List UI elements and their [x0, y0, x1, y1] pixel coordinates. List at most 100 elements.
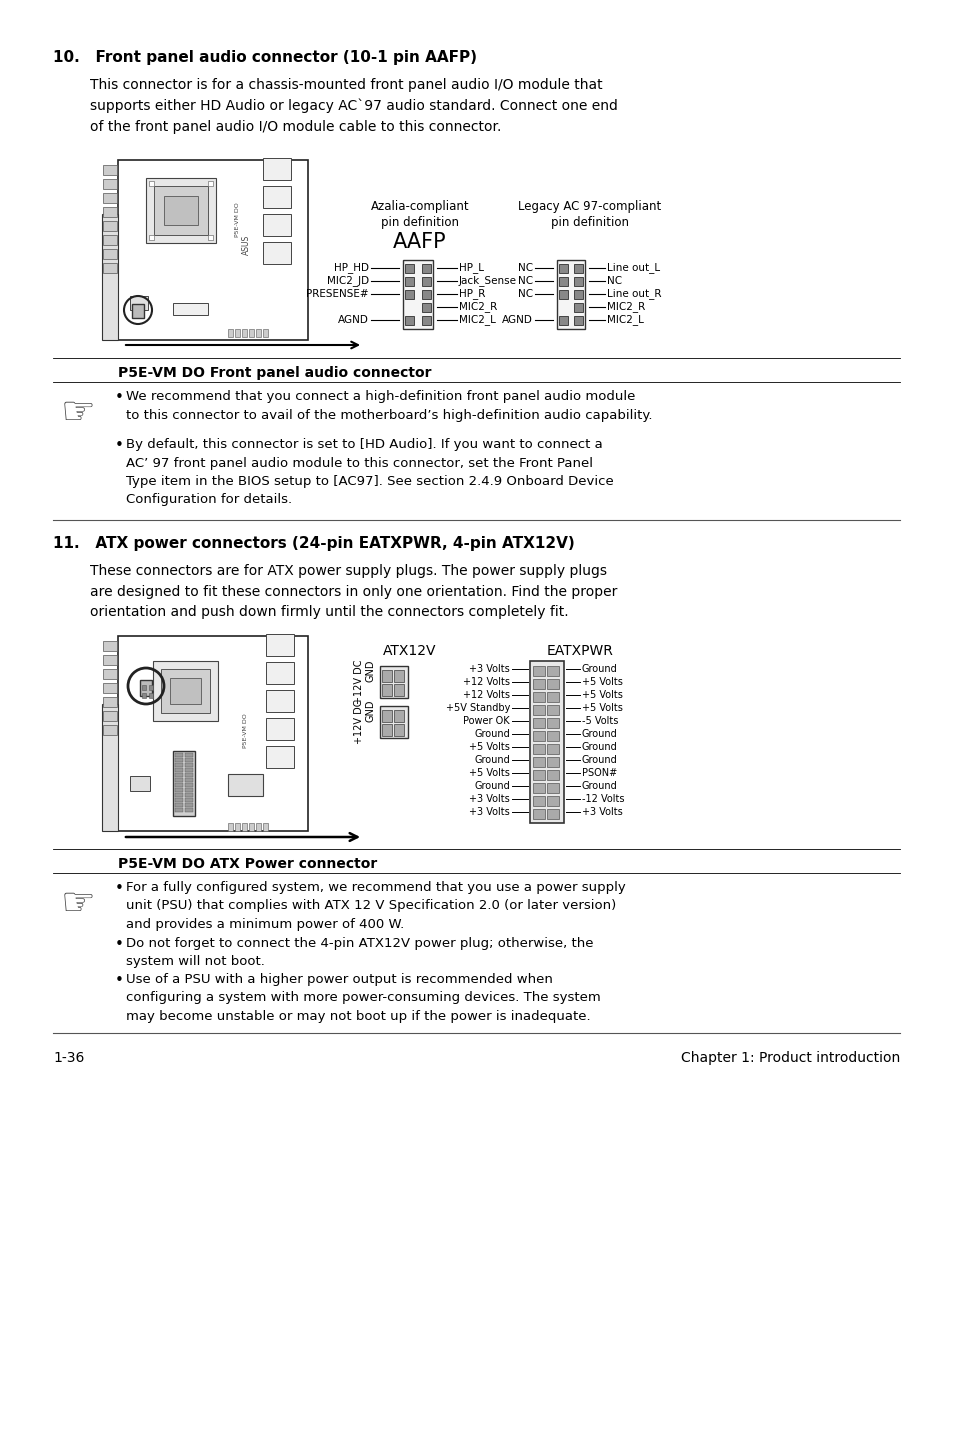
Bar [533, 731, 544, 741]
Bar [130, 777, 150, 791]
Bar [574, 290, 582, 299]
Bar [170, 677, 201, 705]
Text: +12 Volts: +12 Volts [462, 690, 510, 700]
Bar [174, 778, 183, 782]
Bar [381, 723, 392, 736]
Text: ☞: ☞ [60, 394, 95, 431]
Bar [379, 666, 408, 697]
Text: NC: NC [517, 289, 533, 299]
Text: +12 Volts: +12 Volts [462, 677, 510, 687]
Text: Use of a PSU with a higher power output is recommended when
configuring a system: Use of a PSU with a higher power output … [126, 974, 600, 1022]
Bar [234, 329, 240, 336]
Bar [174, 774, 183, 777]
Bar [533, 718, 544, 728]
Bar [405, 316, 414, 325]
Bar [185, 808, 193, 812]
Text: +3 Volts: +3 Volts [469, 664, 510, 674]
Bar [149, 234, 153, 240]
Bar [546, 810, 558, 820]
Bar [546, 731, 558, 741]
Bar [208, 181, 213, 186]
Text: Ground: Ground [474, 781, 510, 791]
Bar [142, 693, 146, 697]
Bar [263, 158, 291, 180]
Text: HP_HD: HP_HD [334, 263, 369, 273]
Text: •: • [115, 439, 124, 453]
Bar [102, 705, 118, 831]
Text: MIC2_R: MIC2_R [606, 302, 644, 312]
Text: These connectors are for ATX power supply plugs. The power supply plugs
are desi: These connectors are for ATX power suppl… [90, 564, 617, 620]
Bar [379, 706, 408, 738]
Bar [266, 746, 294, 768]
Text: PSON#: PSON# [581, 768, 617, 778]
Bar [118, 160, 308, 339]
Text: NC: NC [517, 263, 533, 273]
Bar [546, 666, 558, 676]
Text: pin definition: pin definition [551, 216, 628, 229]
Bar [174, 764, 183, 766]
Bar [381, 670, 392, 682]
Bar [421, 278, 431, 286]
Text: +5 Volts: +5 Volts [581, 703, 622, 713]
Bar [164, 196, 198, 224]
Bar [405, 290, 414, 299]
Bar [185, 764, 193, 766]
Bar [530, 661, 563, 823]
Bar [263, 823, 268, 831]
Text: -5 Volts: -5 Volts [581, 716, 618, 726]
Text: By default, this connector is set to [HD Audio]. If you want to connect a
AC’ 97: By default, this connector is set to [HD… [126, 439, 613, 506]
Bar [103, 710, 117, 720]
Bar [421, 290, 431, 299]
Text: P5E-VM DO ATX Power connector: P5E-VM DO ATX Power connector [118, 857, 376, 871]
Bar [172, 751, 194, 815]
Bar [103, 234, 117, 244]
Bar [234, 823, 240, 831]
Bar [102, 214, 118, 339]
Text: Legacy AC 97-compliant: Legacy AC 97-compliant [517, 200, 661, 213]
Bar [103, 249, 117, 259]
Bar [266, 718, 294, 741]
Bar [255, 823, 261, 831]
Bar [263, 329, 268, 336]
Text: P5E-VM DO: P5E-VM DO [235, 203, 240, 237]
Bar [546, 769, 558, 779]
Bar [546, 797, 558, 807]
Bar [394, 670, 403, 682]
Bar [533, 666, 544, 676]
Bar [266, 690, 294, 712]
Bar [152, 661, 218, 720]
Bar [546, 705, 558, 715]
Bar [174, 808, 183, 812]
Text: P5E-VM DO Front panel audio connector: P5E-VM DO Front panel audio connector [118, 367, 431, 380]
Bar [185, 792, 193, 797]
Text: ATX12V: ATX12V [383, 644, 436, 659]
Bar [381, 684, 392, 696]
Text: +5 Volts: +5 Volts [469, 742, 510, 752]
Bar [103, 683, 117, 693]
Bar [149, 181, 153, 186]
Text: NC: NC [606, 276, 621, 286]
Bar [185, 758, 193, 762]
Bar [574, 316, 582, 325]
Bar [263, 214, 291, 236]
Bar [185, 784, 193, 787]
Bar [103, 207, 117, 217]
Bar [249, 823, 253, 831]
Bar [546, 718, 558, 728]
Text: AAFP: AAFP [393, 232, 446, 252]
Bar [558, 290, 567, 299]
Text: Ground: Ground [581, 729, 618, 739]
Bar [266, 634, 294, 656]
Bar [533, 756, 544, 766]
Bar [185, 788, 193, 792]
Text: EATXPWR: EATXPWR [546, 644, 613, 659]
Text: +5 Volts: +5 Volts [581, 690, 622, 700]
Bar [185, 768, 193, 772]
Text: NC: NC [517, 276, 533, 286]
Bar [174, 788, 183, 792]
Bar [546, 692, 558, 702]
Text: +5V Standby: +5V Standby [445, 703, 510, 713]
Bar [546, 679, 558, 689]
Bar [132, 303, 144, 318]
Bar [249, 329, 253, 336]
